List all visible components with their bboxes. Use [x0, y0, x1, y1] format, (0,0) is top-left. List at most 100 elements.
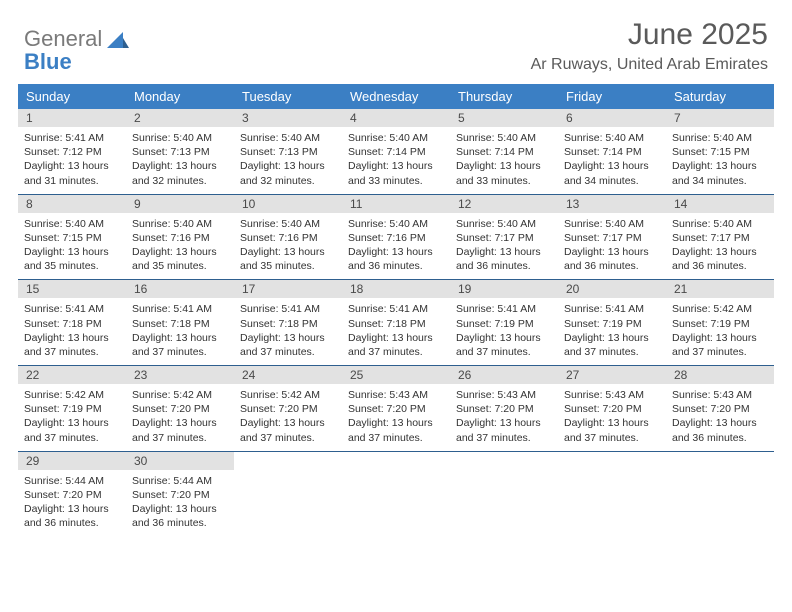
daylight-line: Daylight: 13 hours and 35 minutes.: [24, 245, 120, 273]
daylight-line: Daylight: 13 hours and 36 minutes.: [672, 416, 768, 444]
day-number: 27: [558, 366, 666, 384]
daylight-line: Daylight: 13 hours and 31 minutes.: [24, 159, 120, 187]
sunrise-line: Sunrise: 5:40 AM: [672, 131, 768, 145]
sunrise-line: Sunrise: 5:44 AM: [132, 474, 228, 488]
day-number: 2: [126, 109, 234, 127]
day-cell: 17Sunrise: 5:41 AMSunset: 7:18 PMDayligh…: [234, 280, 342, 365]
weekday-header: Sunday: [18, 84, 126, 109]
logo-word2: Blue: [24, 49, 72, 74]
daylight-line: Daylight: 13 hours and 32 minutes.: [240, 159, 336, 187]
day-cell: 18Sunrise: 5:41 AMSunset: 7:18 PMDayligh…: [342, 280, 450, 365]
day-number: 26: [450, 366, 558, 384]
sunset-line: Sunset: 7:17 PM: [672, 231, 768, 245]
daylight-line: Daylight: 13 hours and 37 minutes.: [24, 331, 120, 359]
sunrise-line: Sunrise: 5:43 AM: [348, 388, 444, 402]
sunset-line: Sunset: 7:15 PM: [24, 231, 120, 245]
day-number: 7: [666, 109, 774, 127]
logo-text: General Blue: [24, 28, 129, 74]
day-cell: 1Sunrise: 5:41 AMSunset: 7:12 PMDaylight…: [18, 109, 126, 194]
sunset-line: Sunset: 7:20 PM: [564, 402, 660, 416]
day-cell: [666, 452, 774, 537]
daylight-line: Daylight: 13 hours and 35 minutes.: [240, 245, 336, 273]
week-row: 1Sunrise: 5:41 AMSunset: 7:12 PMDaylight…: [18, 109, 774, 195]
sunrise-line: Sunrise: 5:42 AM: [132, 388, 228, 402]
sunrise-line: Sunrise: 5:41 AM: [348, 302, 444, 316]
day-cell: 26Sunrise: 5:43 AMSunset: 7:20 PMDayligh…: [450, 366, 558, 451]
daylight-line: Daylight: 13 hours and 34 minutes.: [672, 159, 768, 187]
daylight-line: Daylight: 13 hours and 36 minutes.: [564, 245, 660, 273]
sunrise-line: Sunrise: 5:40 AM: [132, 217, 228, 231]
day-number: 13: [558, 195, 666, 213]
day-cell: 20Sunrise: 5:41 AMSunset: 7:19 PMDayligh…: [558, 280, 666, 365]
sunrise-line: Sunrise: 5:40 AM: [456, 217, 552, 231]
daylight-line: Daylight: 13 hours and 37 minutes.: [132, 331, 228, 359]
week-row: 15Sunrise: 5:41 AMSunset: 7:18 PMDayligh…: [18, 280, 774, 366]
day-cell: 14Sunrise: 5:40 AMSunset: 7:17 PMDayligh…: [666, 195, 774, 280]
day-number: 19: [450, 280, 558, 298]
month-title: June 2025: [531, 18, 768, 52]
day-cell: 9Sunrise: 5:40 AMSunset: 7:16 PMDaylight…: [126, 195, 234, 280]
sunset-line: Sunset: 7:16 PM: [348, 231, 444, 245]
week-row: 8Sunrise: 5:40 AMSunset: 7:15 PMDaylight…: [18, 195, 774, 281]
day-cell: 5Sunrise: 5:40 AMSunset: 7:14 PMDaylight…: [450, 109, 558, 194]
day-cell: 22Sunrise: 5:42 AMSunset: 7:19 PMDayligh…: [18, 366, 126, 451]
calendar-body: 1Sunrise: 5:41 AMSunset: 7:12 PMDaylight…: [18, 109, 774, 536]
sunrise-line: Sunrise: 5:40 AM: [348, 217, 444, 231]
sunset-line: Sunset: 7:20 PM: [456, 402, 552, 416]
day-cell: [558, 452, 666, 537]
day-cell: 29Sunrise: 5:44 AMSunset: 7:20 PMDayligh…: [18, 452, 126, 537]
sunset-line: Sunset: 7:18 PM: [240, 317, 336, 331]
sunset-line: Sunset: 7:19 PM: [456, 317, 552, 331]
day-number: 20: [558, 280, 666, 298]
sunset-line: Sunset: 7:13 PM: [240, 145, 336, 159]
sunrise-line: Sunrise: 5:42 AM: [672, 302, 768, 316]
weekday-header: Tuesday: [234, 84, 342, 109]
day-cell: 3Sunrise: 5:40 AMSunset: 7:13 PMDaylight…: [234, 109, 342, 194]
day-cell: 28Sunrise: 5:43 AMSunset: 7:20 PMDayligh…: [666, 366, 774, 451]
day-cell: 24Sunrise: 5:42 AMSunset: 7:20 PMDayligh…: [234, 366, 342, 451]
sunset-line: Sunset: 7:19 PM: [672, 317, 768, 331]
sunset-line: Sunset: 7:20 PM: [132, 402, 228, 416]
daylight-line: Daylight: 13 hours and 36 minutes.: [132, 502, 228, 530]
day-number: 30: [126, 452, 234, 470]
daylight-line: Daylight: 13 hours and 37 minutes.: [240, 416, 336, 444]
location: Ar Ruways, United Arab Emirates: [531, 56, 768, 74]
day-number: 16: [126, 280, 234, 298]
day-cell: 25Sunrise: 5:43 AMSunset: 7:20 PMDayligh…: [342, 366, 450, 451]
day-cell: 7Sunrise: 5:40 AMSunset: 7:15 PMDaylight…: [666, 109, 774, 194]
day-number: 25: [342, 366, 450, 384]
day-number: 29: [18, 452, 126, 470]
day-number: 10: [234, 195, 342, 213]
weekday-header-row: Sunday Monday Tuesday Wednesday Thursday…: [18, 84, 774, 109]
sunrise-line: Sunrise: 5:40 AM: [240, 131, 336, 145]
day-number: 23: [126, 366, 234, 384]
week-row: 22Sunrise: 5:42 AMSunset: 7:19 PMDayligh…: [18, 366, 774, 452]
day-number: 17: [234, 280, 342, 298]
sunrise-line: Sunrise: 5:41 AM: [240, 302, 336, 316]
sunset-line: Sunset: 7:14 PM: [456, 145, 552, 159]
daylight-line: Daylight: 13 hours and 36 minutes.: [24, 502, 120, 530]
week-row: 29Sunrise: 5:44 AMSunset: 7:20 PMDayligh…: [18, 452, 774, 537]
sunset-line: Sunset: 7:18 PM: [24, 317, 120, 331]
sunset-line: Sunset: 7:17 PM: [456, 231, 552, 245]
day-cell: 6Sunrise: 5:40 AMSunset: 7:14 PMDaylight…: [558, 109, 666, 194]
daylight-line: Daylight: 13 hours and 37 minutes.: [672, 331, 768, 359]
day-cell: 11Sunrise: 5:40 AMSunset: 7:16 PMDayligh…: [342, 195, 450, 280]
sunset-line: Sunset: 7:14 PM: [564, 145, 660, 159]
sunset-line: Sunset: 7:20 PM: [24, 488, 120, 502]
weekday-header: Monday: [126, 84, 234, 109]
day-cell: [234, 452, 342, 537]
sunrise-line: Sunrise: 5:42 AM: [240, 388, 336, 402]
sunset-line: Sunset: 7:19 PM: [24, 402, 120, 416]
sunset-line: Sunset: 7:12 PM: [24, 145, 120, 159]
day-number: 15: [18, 280, 126, 298]
day-number: 5: [450, 109, 558, 127]
logo: General Blue: [24, 28, 129, 74]
daylight-line: Daylight: 13 hours and 34 minutes.: [564, 159, 660, 187]
sunrise-line: Sunrise: 5:40 AM: [240, 217, 336, 231]
day-cell: 2Sunrise: 5:40 AMSunset: 7:13 PMDaylight…: [126, 109, 234, 194]
weekday-header: Thursday: [450, 84, 558, 109]
day-number: 9: [126, 195, 234, 213]
title-block: June 2025 Ar Ruways, United Arab Emirate…: [531, 18, 768, 74]
day-cell: 13Sunrise: 5:40 AMSunset: 7:17 PMDayligh…: [558, 195, 666, 280]
